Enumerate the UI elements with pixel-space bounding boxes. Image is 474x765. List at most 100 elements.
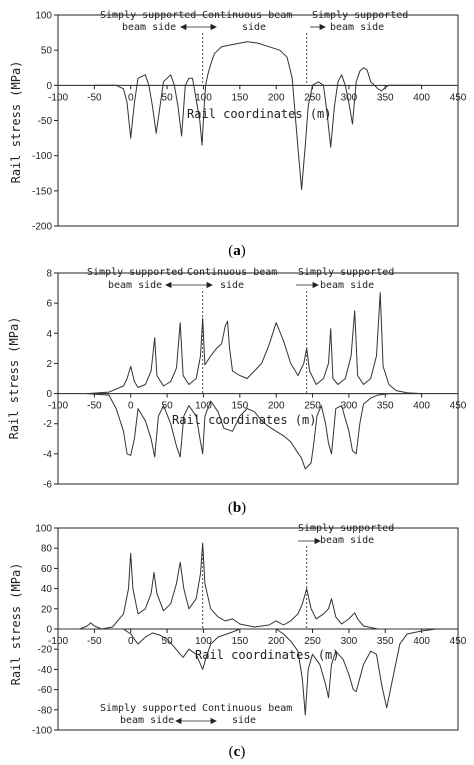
y-tick-label: 40	[41, 584, 53, 595]
x-tick-label: -100	[48, 636, 68, 647]
annotation-arrows	[175, 537, 321, 725]
y-tick-label: -60	[38, 685, 53, 696]
x-tick-label: 0	[128, 636, 134, 647]
x-tick-label: -100	[48, 92, 68, 103]
y-tick-label: 100	[35, 11, 52, 22]
chart-panel-a: -100 -50 0 50 100 150 200 250 300 350 400 450 -200-…	[9, 10, 467, 259]
annotation-left-line1: Simply supported	[100, 10, 196, 21]
x-tick-label: 150	[231, 401, 248, 412]
series-lines	[87, 292, 422, 470]
y-tick-label: -80	[38, 705, 53, 716]
y-tick-label: 4	[46, 329, 52, 340]
chart-panel-b: -100 -50 0 50 100 150 200 250 300 350 400 450 -6-4-…	[7, 267, 467, 516]
x-tick-label: 400	[413, 636, 430, 647]
x-tick-label: 300	[341, 92, 358, 103]
x-tick-label: 0	[128, 92, 134, 103]
x-tick-label: -50	[87, 401, 102, 412]
x-tick-label: 250	[304, 636, 321, 647]
y-tick-label: 6	[46, 299, 52, 310]
series-lines	[58, 542, 437, 716]
annotation-middle-line1: Continuous beam	[202, 703, 292, 714]
x-tick-label: 200	[268, 636, 285, 647]
annotation-middle-line1: Continuous beam	[187, 267, 277, 278]
annotation-middle-line1: Continuous beam	[202, 10, 292, 21]
x-tick-label: 350	[377, 636, 394, 647]
y-tick-labels: -100 -80 -60 -40 -20 0 20 40 60 80 100	[32, 524, 52, 737]
y-tick-label: -4	[43, 449, 52, 460]
annotation-right-line1: Simply supported	[312, 10, 408, 21]
x-tick-label: 50	[162, 636, 174, 647]
series-line	[87, 393, 422, 470]
y-tick-labels: -6 -4 -2 0 2 4 6 8	[43, 269, 52, 491]
x-tick-label: -50	[87, 636, 102, 647]
y-tick-label: 0	[46, 625, 52, 636]
y-tick-label: -100	[32, 151, 52, 162]
y-tick-label: 20	[41, 604, 53, 615]
y-axis-label: Rail stress (MPa)	[7, 317, 21, 440]
annotation-right-line2: beam side	[320, 535, 374, 546]
x-tick-label: 400	[413, 401, 430, 412]
annotation-right-line1: Simply supported	[298, 267, 394, 278]
x-tick-label: 250	[304, 401, 321, 412]
annotation-left-line2: beam side	[120, 715, 174, 726]
annotation-left-line2: beam side	[108, 280, 162, 291]
x-tick-label: 200	[268, 92, 285, 103]
x-tick-label: 50	[162, 92, 174, 103]
y-tick-label: -20	[38, 645, 53, 656]
y-tick-label: 0	[46, 389, 52, 400]
y-tick-label: 0	[46, 81, 52, 92]
annotation-arrows	[165, 281, 319, 289]
x-tick-label: 150	[231, 636, 248, 647]
x-axis-label: Rail coordinates (m)	[187, 107, 332, 121]
series-lines	[94, 41, 422, 190]
x-tick-label: 300	[341, 636, 358, 647]
annotation-middle-line2: side	[242, 22, 266, 33]
x-tick-label: 450	[450, 636, 467, 647]
annotation-right-line2: beam side	[330, 22, 384, 33]
panel-label: (b)	[228, 500, 246, 516]
annotation-left-line1: Simply supported	[100, 703, 196, 714]
x-tick-label: 200	[268, 401, 285, 412]
x-tick-labels: -100 -50 0 50 100 150 200 250 300 350 400 450	[48, 636, 467, 647]
plot-frame	[57, 272, 459, 485]
y-tick-label: -6	[43, 480, 52, 491]
annotation-middle-line2: side	[232, 715, 256, 726]
series-line	[58, 542, 422, 630]
panel-label: (c)	[229, 744, 246, 760]
y-tick-marks	[54, 14, 58, 227]
y-tick-label: -100	[32, 726, 52, 737]
x-tick-label: 350	[377, 92, 394, 103]
y-tick-marks	[54, 527, 58, 731]
x-tick-label: 100	[195, 401, 212, 412]
series-line	[58, 628, 437, 716]
y-tick-marks	[54, 272, 58, 485]
y-tick-label: -50	[38, 116, 53, 127]
x-tick-label: 250	[304, 92, 321, 103]
y-tick-labels: -200 -150 -100 -50 0 50 100	[32, 11, 52, 233]
y-tick-label: -200	[32, 222, 52, 233]
y-tick-label: 80	[41, 544, 53, 555]
x-tick-labels: -100 -50 0 50 100 150 200 250 300 350 400 450	[48, 401, 467, 412]
annotation-left-line1: Simply supported	[87, 267, 183, 278]
series-line	[87, 292, 422, 395]
x-tick-label: 450	[450, 401, 467, 412]
chart-panel-c: -100 -50 0 50 100 150 200 250 300 350 400 450 -100-…	[9, 523, 467, 760]
x-tick-label: 0	[128, 401, 134, 412]
x-tick-label: -100	[48, 401, 68, 412]
x-tick-marks	[57, 393, 459, 398]
x-tick-label: 400	[413, 92, 430, 103]
y-tick-label: -150	[32, 186, 52, 197]
annotation-right-line1: Simply supported	[298, 523, 394, 534]
y-tick-label: 2	[46, 359, 52, 370]
x-axis-label: Rail coordinates (m)	[195, 648, 340, 662]
y-tick-label: 60	[41, 564, 53, 575]
y-axis-label: Rail stress (MPa)	[9, 61, 23, 184]
x-tick-labels: -100 -50 0 50 100 150 200 250 300 350 400 450	[48, 92, 467, 103]
y-axis-label: Rail stress (MPa)	[9, 563, 23, 686]
y-tick-label: -40	[38, 665, 53, 676]
x-tick-label: 150	[231, 92, 248, 103]
annotation-right-line2: beam side	[320, 280, 374, 291]
x-tick-label: -50	[87, 92, 102, 103]
x-axis-label: Rail coordinates (m)	[172, 413, 317, 427]
